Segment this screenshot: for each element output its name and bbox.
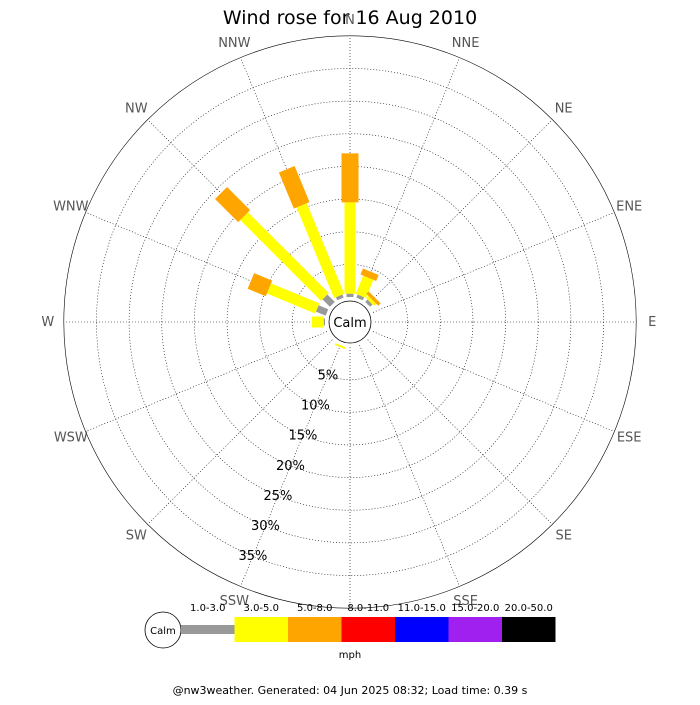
ring-label: 5% — [318, 368, 339, 383]
ring-label: 20% — [276, 459, 305, 474]
direction-label-w: W — [41, 315, 54, 330]
direction-label-ne: NE — [555, 101, 573, 116]
wind-bar-nnw-3.0-5.0 — [296, 203, 345, 298]
ring-label: 35% — [239, 549, 268, 564]
wind-bar-ssw-3.0-5.0 — [334, 342, 346, 350]
grid-spoke — [85, 331, 328, 432]
direction-label-sse: SSE — [453, 594, 478, 609]
grid-spoke — [372, 331, 615, 432]
legend-swatch-11.0-15.0 — [395, 617, 449, 642]
direction-label-e: E — [648, 315, 656, 330]
grid-ring — [259, 231, 441, 413]
wind-bar-nne-3.0-5.0 — [355, 275, 374, 298]
legend-bin-label: 8.0-11.0 — [347, 603, 389, 614]
direction-label-se: SE — [555, 529, 571, 544]
legend-bin-label: 11.0-15.0 — [398, 603, 446, 614]
legend-swatch-5.0-8.0 — [288, 617, 342, 642]
grid-ring — [161, 133, 539, 511]
direction-label-nne: NNE — [452, 36, 480, 51]
legend-swatch-8.0-11.0 — [341, 617, 395, 642]
wind-bar-nnw-1.0-3.0 — [335, 294, 344, 301]
ring-label: 25% — [264, 489, 293, 504]
legend-bin-label: 20.0-50.0 — [505, 603, 553, 614]
legend-bin-label: 15.0-20.0 — [451, 603, 499, 614]
calm-label: Calm — [333, 316, 366, 331]
direction-label-nnw: NNW — [218, 36, 250, 51]
direction-label-ssw: SSW — [220, 594, 250, 609]
wind-bar-nnw-5.0-8.0 — [278, 165, 310, 209]
direction-label-nw: NW — [125, 101, 148, 116]
calm-circle — [328, 300, 372, 344]
wind-bar-nne-1.0-3.0 — [356, 294, 365, 301]
wind-bar-nne-5.0-8.0 — [360, 268, 379, 282]
legend: Calm 1.0-3.0 3.0-5.0 5.0-8.0 8.0-11.0 11.0-1… — [144, 603, 556, 661]
direction-label-wnw: WNW — [53, 199, 89, 214]
wind-bar-wnw-1.0-3.0 — [315, 305, 329, 316]
legend-swatch-3.0-5.0 — [234, 617, 288, 642]
ring-label: 30% — [251, 519, 280, 534]
legend-unit: mph — [339, 650, 361, 661]
wind-bar-nw-3.0-5.0 — [240, 212, 329, 301]
wind-bars — [215, 153, 381, 350]
wind-bar-ne-1.0-3.0 — [365, 299, 373, 307]
grid-spoke — [372, 212, 615, 313]
wind-bar-wnw-3.0-5.0 — [266, 283, 320, 314]
grid-spoke — [359, 57, 460, 300]
wind-bar-ne-3.0-5.0 — [366, 295, 377, 306]
legend-bin-label: 1.0-3.0 — [190, 603, 225, 614]
legend-swatch-20.0-50.0 — [502, 617, 556, 642]
wind-bar-ne-5.0-8.0 — [366, 291, 381, 306]
legend-swatch-1.0-3.0 — [181, 625, 235, 634]
direction-label-ese: ESE — [617, 431, 642, 446]
footer-text: @nw3weather. Generated: 04 Jun 2025 08:3… — [173, 684, 528, 697]
ring-labels: 5% 10% 15% 20% 25% 30% 35% — [239, 368, 339, 564]
ring-label: 15% — [288, 429, 317, 444]
calm-center: Calm — [328, 300, 372, 344]
legend-bin-label: 5.0-8.0 — [297, 603, 332, 614]
direction-labels: NNNENEENEEESESESSESSSWSWWSWWWNWNWNNW — [41, 13, 656, 632]
legend-bin-label: 3.0-5.0 — [244, 603, 279, 614]
ring-label: 10% — [301, 398, 330, 413]
legend-bins: 1.0-3.0 3.0-5.0 5.0-8.0 8.0-11.0 11.0-15.0 15… — [181, 603, 556, 642]
direction-label-wsw: WSW — [54, 431, 88, 446]
wind-bar-wnw-5.0-8.0 — [247, 273, 273, 297]
wind-bar-nw-1.0-3.0 — [322, 294, 335, 307]
grid-spoke — [367, 339, 553, 525]
legend-swatch-15.0-20.0 — [448, 617, 502, 642]
direction-label-sw: SW — [126, 529, 147, 544]
direction-label-n: N — [345, 13, 355, 28]
legend-calm-label: Calm — [150, 626, 176, 637]
grid-ring — [292, 264, 408, 380]
wind-bar-nw-5.0-8.0 — [215, 187, 251, 223]
direction-label-ene: ENE — [616, 199, 642, 214]
chart-title: Wind rose for 16 Aug 2010 — [223, 7, 477, 29]
